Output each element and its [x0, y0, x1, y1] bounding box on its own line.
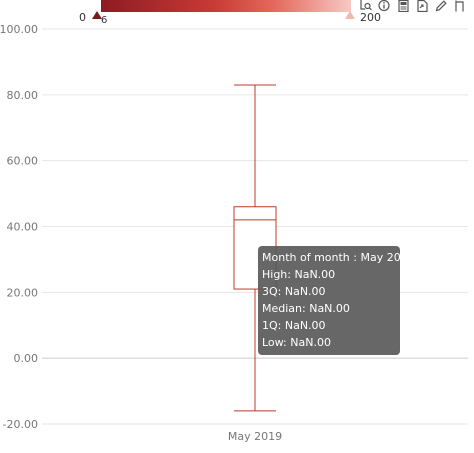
- legend-min-handle[interactable]: [92, 11, 102, 19]
- y-tick-label: -20.00: [3, 418, 38, 431]
- y-tick-label: 40.00: [7, 221, 39, 234]
- tooltip-q3: 3Q: NaN.00: [262, 285, 326, 298]
- x-tick-label: May 2019: [228, 430, 282, 443]
- tooltip-median: Median: NaN.00: [262, 302, 350, 315]
- x-axis-ticks: May 2019: [228, 430, 282, 443]
- data-icon[interactable]: [396, 0, 410, 12]
- edit-icon[interactable]: [434, 0, 448, 12]
- box-item[interactable]: [233, 84, 277, 412]
- tooltip-title: Month of month : May 2019: [262, 251, 415, 264]
- y-tick-label: 80.00: [7, 89, 39, 102]
- info-icon[interactable]: [377, 0, 391, 12]
- zoom-icon[interactable]: [358, 0, 372, 12]
- tooltip-low: Low: NaN.00: [262, 336, 331, 349]
- y-tick-label: 60.00: [7, 155, 39, 168]
- tooltip-high: High: NaN.00: [262, 268, 336, 281]
- color-legend-bar: [101, 0, 351, 12]
- chart-toolbar: [358, 0, 467, 12]
- tooltip-q1: 1Q: NaN.00: [262, 319, 326, 332]
- box-series[interactable]: [233, 84, 277, 412]
- settings-icon[interactable]: [453, 0, 467, 12]
- y-tick-label: 0.00: [14, 352, 39, 365]
- y-tick-label: 20.00: [7, 286, 39, 299]
- y-tick-label: 100.00: [0, 23, 38, 36]
- y-axis-ticks: 100.00 80.00 60.00 40.00 20.00 0.00 -20.00: [0, 23, 38, 431]
- export-icon[interactable]: [415, 0, 429, 12]
- legend-max-handle[interactable]: [345, 11, 355, 19]
- legend-min-label: 0: [79, 11, 86, 24]
- legend-max-label: 200: [360, 11, 381, 24]
- box-tooltip: Month of month : May 2019 High: NaN.00 3…: [258, 246, 415, 355]
- legend-low-label: 6: [101, 15, 108, 26]
